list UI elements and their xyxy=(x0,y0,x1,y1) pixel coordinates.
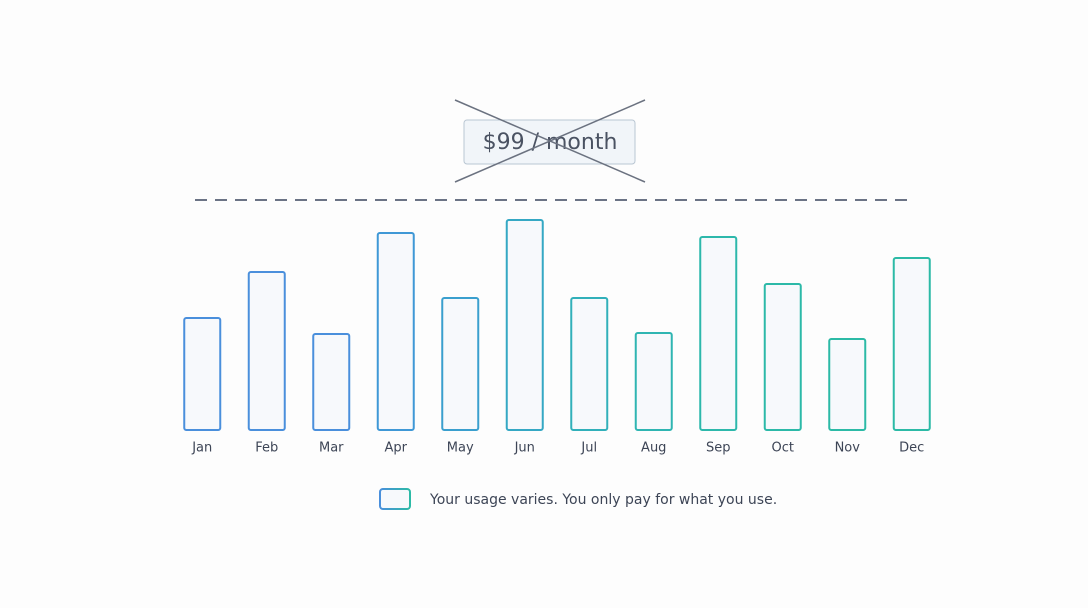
legend-label: Your usage varies. You only pay for what… xyxy=(429,492,777,508)
legend-swatch xyxy=(379,488,411,510)
bar xyxy=(699,236,738,431)
x-tick-label: Feb xyxy=(255,441,278,456)
x-tick-label: Mar xyxy=(319,441,344,456)
bar xyxy=(828,338,867,431)
x-tick-label: Oct xyxy=(772,441,794,456)
x-tick-label: Jan xyxy=(191,441,212,456)
bar xyxy=(376,232,415,431)
x-tick-label: Aug xyxy=(641,441,666,456)
bar xyxy=(183,317,222,431)
bar xyxy=(570,297,609,431)
x-tick-label: May xyxy=(447,441,474,456)
x-tick-label: Apr xyxy=(385,441,408,456)
bar xyxy=(634,332,673,431)
bar xyxy=(247,271,286,431)
cross-line xyxy=(454,99,646,183)
price-label: $99 / month xyxy=(483,130,618,155)
x-tick-label: Jun xyxy=(514,441,535,456)
x-tick-label: Jul xyxy=(580,441,597,456)
x-tick-label: Dec xyxy=(899,441,924,456)
x-tick-label: Sep xyxy=(706,441,731,456)
bar xyxy=(892,257,931,431)
bar xyxy=(763,283,802,431)
bar xyxy=(441,297,480,431)
bar xyxy=(505,219,544,431)
bar xyxy=(312,333,351,431)
x-tick-label: Nov xyxy=(835,441,861,456)
